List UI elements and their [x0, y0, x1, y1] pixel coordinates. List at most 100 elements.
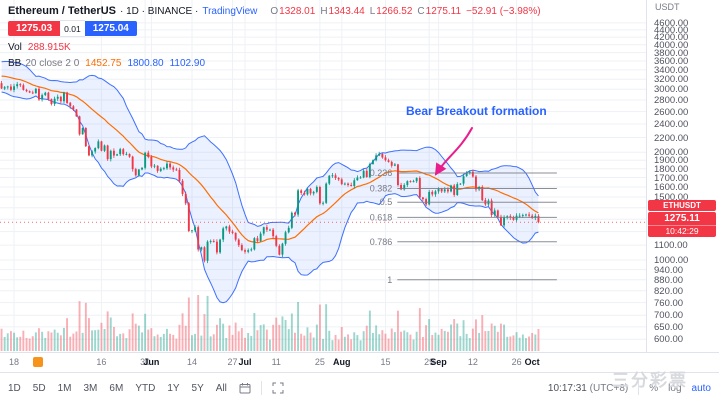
annotation-bear-breakout-text[interactable]: Bear Breakout formation	[406, 104, 547, 118]
symbol-title[interactable]: Ethereum / TetherUS	[8, 5, 116, 17]
bb-lower-value: 1102.90	[169, 58, 205, 69]
price-tick-label: 3800.00	[654, 47, 689, 59]
symbol-price-tag: ETHUSDT	[648, 200, 716, 212]
last-price-value: 1275.11	[664, 213, 700, 225]
expand-icon[interactable]	[272, 382, 284, 394]
time-tick-label: 12	[467, 357, 478, 367]
range-button-5d[interactable]: 5D	[32, 382, 46, 394]
range-button-6m[interactable]: 6M	[109, 382, 124, 394]
annotation-arrow[interactable]	[434, 127, 473, 176]
tradingview-brand-link[interactable]: TradingView	[202, 5, 258, 17]
fib-level-label: 0.786	[370, 237, 393, 247]
percent-scale-button[interactable]: %	[649, 382, 659, 394]
low-value: 1266.52	[376, 5, 413, 17]
chart-pane[interactable]: 0.236 0.382 0.5 0.618 0.786 1 Ethereum / Teth…	[0, 0, 646, 352]
range-button-3m[interactable]: 3M	[83, 382, 98, 394]
price-tick-label: 2800.00	[654, 95, 689, 107]
candles	[0, 80, 540, 264]
footer-divider	[638, 381, 640, 395]
grid	[0, 0, 646, 352]
range-button-1y[interactable]: 1Y	[167, 382, 180, 394]
range-button-all[interactable]: All	[215, 382, 227, 394]
price-tick-label: 1700.00	[654, 172, 689, 184]
time-tick-label: 16	[96, 357, 107, 367]
price-tick-label: 4000.00	[654, 39, 689, 51]
spread-value: 0.01	[60, 20, 85, 37]
time-tick-label: 26	[511, 357, 522, 367]
price-tick-label: 1600.00	[654, 181, 689, 193]
price-tick-label: 760.00	[654, 297, 684, 309]
time-tick-label: Oct	[524, 357, 540, 367]
time-tick-label: Aug	[333, 357, 351, 367]
symbol-legend-row[interactable]: Ethereum / TetherUS · 1D · BINANCE · Tra…	[8, 5, 541, 17]
fib-level-label: 0.618	[370, 212, 393, 222]
volume-label: Vol	[8, 42, 22, 53]
range-button-ytd[interactable]: YTD	[135, 382, 156, 394]
price-tick-label: 2600.00	[654, 106, 689, 118]
price-tick-label: 820.00	[654, 285, 684, 297]
time-tick-label: 25	[314, 357, 325, 367]
candlestick-chart[interactable]: 0.236 0.382 0.5 0.618 0.786 1	[0, 0, 646, 352]
fib-retracement[interactable]: 0.236 0.382 0.5 0.618 0.786 1	[370, 168, 557, 285]
price-tick-label: 4200.00	[654, 32, 689, 44]
price-axis-currency[interactable]: USDT	[655, 2, 680, 12]
legend: Ethereum / TetherUS · 1D · BINANCE · Tra…	[8, 5, 541, 69]
price-tick-label: 3600.00	[654, 56, 689, 68]
close-label: C	[417, 5, 425, 17]
price-tick-label: 2200.00	[654, 132, 689, 144]
range-button-1d[interactable]: 1D	[8, 382, 21, 394]
footer-right-cluster: 10:17:31 (UTC+8) % log auto	[548, 381, 711, 395]
clock[interactable]: 10:17:31 (UTC+8)	[547, 382, 629, 394]
sell-button[interactable]: 1275.03	[8, 21, 61, 36]
time-tick-label: Jun	[143, 357, 160, 367]
price-axis[interactable]: USDT 4600.00 4400.00 4200.00 4000.00 3800.00…	[646, 0, 719, 352]
calendar-icon[interactable]	[239, 382, 251, 394]
price-tick-label: 2000.00	[654, 147, 689, 159]
price-tick-label: 3200.00	[654, 74, 689, 86]
time-tick-label: 27	[227, 357, 238, 367]
date-range-buttons: 1D 5D 1M 3M 6M YTD 1Y 5Y All	[8, 383, 227, 394]
footer-divider	[260, 381, 262, 395]
range-button-5y[interactable]: 5Y	[191, 382, 204, 394]
price-tick-label: 4600.00	[654, 17, 689, 29]
fib-level-label: 0.382	[370, 184, 393, 194]
bb-label: BB	[8, 58, 22, 69]
time-tick-label: 30	[140, 357, 151, 367]
time-axis[interactable]: 18 16 30 Jun 14 27 Jul 11 25 Aug 15 29 Sep 12 26 Oct	[0, 352, 719, 372]
bb-upper-value: 1800.80	[127, 58, 164, 69]
bb-fill	[1, 61, 539, 303]
last-price-tag: 1275.11 10:42:29	[648, 212, 716, 238]
price-tick-label: 1100.00	[654, 240, 688, 252]
low-label: L	[369, 5, 376, 17]
time-tick-label: Sep	[430, 357, 447, 367]
close-value: 1275.11	[425, 5, 462, 17]
time-tick-label: 15	[380, 357, 391, 367]
change-value: −52.91 (−3.98%)	[466, 5, 541, 17]
fib-level-label: 1	[387, 275, 392, 285]
symbol-meta: · 1D · BINANCE ·	[120, 5, 199, 17]
volume-legend-row[interactable]: Vol 288.915K	[8, 42, 541, 53]
log-scale-button[interactable]: log	[668, 382, 682, 394]
time-tick-label: 18	[9, 357, 20, 367]
fib-level-label: 0.236	[370, 168, 393, 178]
fib-level-label: 0.5	[380, 197, 393, 207]
volume-bars	[0, 295, 540, 351]
bb-legend-row[interactable]: BB 20 close 2 0 1452.75 1800.80 1102.90	[8, 58, 541, 69]
price-tick-label: 1800.00	[654, 163, 689, 175]
price-tick-label: 1900.00	[654, 155, 689, 167]
auto-scale-button[interactable]: auto	[691, 382, 711, 394]
time-tick-label: 11	[271, 357, 281, 367]
price-tick-label: 600.00	[654, 334, 684, 346]
price-tick-label: 4400.00	[654, 24, 689, 36]
volume-value: 288.915K	[27, 42, 71, 53]
price-tick-label: 2400.00	[654, 118, 689, 130]
buy-sell-widget: 1275.03 0.01 1275.04	[8, 20, 541, 37]
timezone-label: (UTC+8)	[589, 382, 629, 394]
price-tick-label: 700.00	[654, 310, 684, 322]
buy-button[interactable]: 1275.04	[84, 21, 137, 36]
range-button-1m[interactable]: 1M	[57, 382, 72, 394]
bb-params: 20 close 2 0	[25, 58, 80, 69]
high-label: H	[320, 5, 328, 17]
bb-basis-value: 1452.75	[85, 58, 122, 69]
high-value: 1343.44	[328, 5, 365, 17]
